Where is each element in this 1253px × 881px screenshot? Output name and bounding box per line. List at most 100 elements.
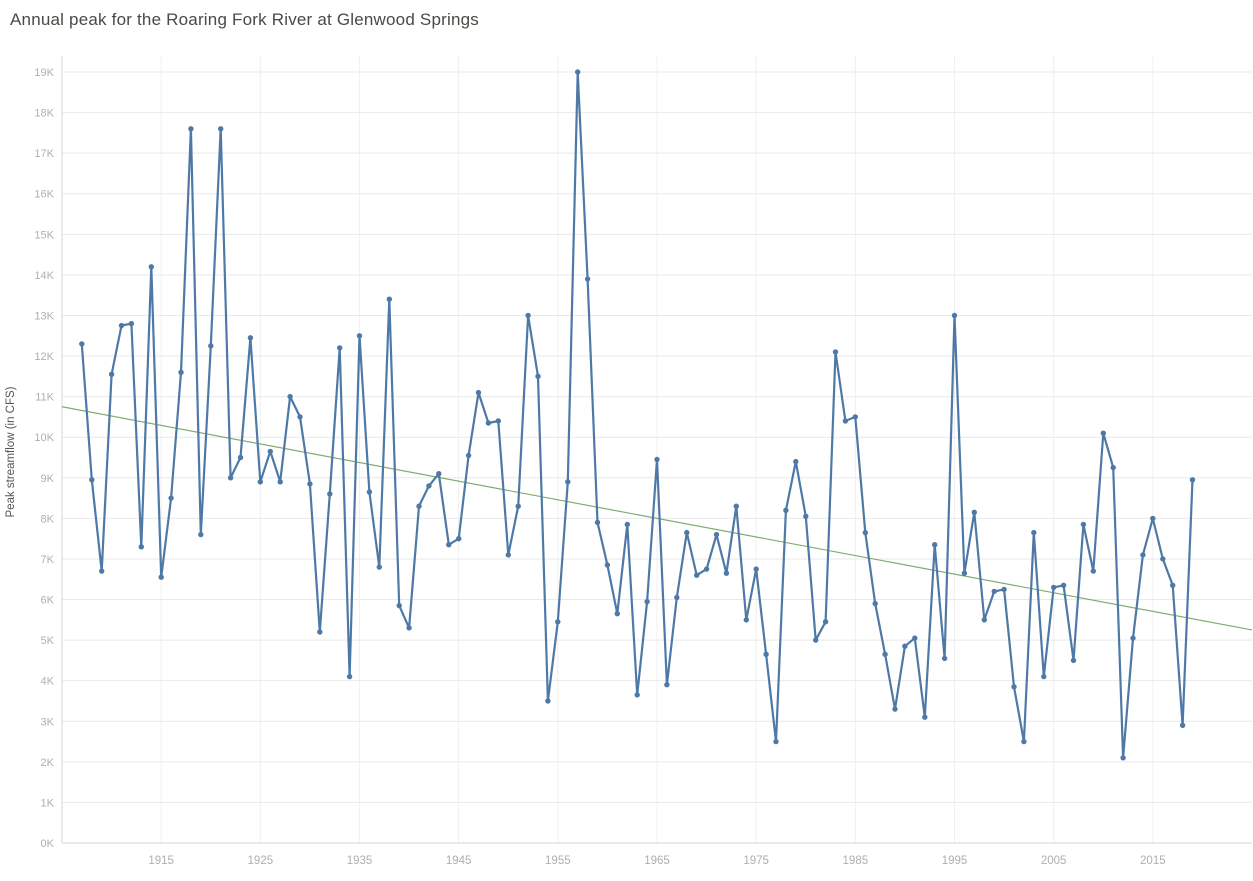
data-point[interactable] (575, 69, 581, 75)
data-point[interactable] (951, 312, 958, 319)
data-point[interactable] (1051, 584, 1057, 591)
data-point[interactable] (1110, 464, 1116, 471)
data-point[interactable] (1120, 755, 1126, 761)
data-point[interactable] (267, 448, 273, 455)
data-point[interactable] (525, 312, 531, 319)
data-point[interactable] (832, 349, 839, 355)
data-point[interactable] (684, 529, 690, 536)
data-point[interactable] (803, 513, 809, 519)
data-point[interactable] (188, 126, 194, 132)
data-point[interactable] (1021, 738, 1027, 745)
data-point[interactable] (485, 420, 492, 426)
data-point[interactable] (713, 531, 720, 538)
data-point[interactable] (703, 566, 710, 572)
data-point[interactable] (882, 651, 888, 657)
data-point[interactable] (346, 673, 353, 680)
data-point[interactable] (416, 503, 422, 509)
data-point[interactable] (505, 552, 511, 558)
data-point[interactable] (614, 611, 620, 617)
data-point[interactable] (376, 564, 382, 570)
data-point[interactable] (436, 471, 442, 477)
data-point[interactable] (515, 503, 521, 509)
data-point[interactable] (317, 629, 323, 635)
data-point[interactable] (664, 682, 670, 688)
data-point[interactable] (842, 418, 849, 424)
data-point[interactable] (1100, 430, 1107, 436)
data-point[interactable] (694, 572, 700, 578)
data-point[interactable] (723, 570, 730, 576)
data-point[interactable] (356, 333, 363, 339)
data-point[interactable] (1080, 521, 1087, 528)
data-point[interactable] (337, 345, 343, 351)
data-point[interactable] (555, 619, 561, 625)
data-point[interactable] (128, 320, 135, 327)
data-point[interactable] (386, 296, 392, 302)
data-point[interactable] (307, 481, 313, 487)
data-point[interactable] (168, 495, 174, 501)
data-point[interactable] (634, 692, 640, 698)
data-point[interactable] (218, 126, 224, 132)
data-point[interactable] (624, 521, 630, 528)
data-point[interactable] (237, 454, 244, 461)
data-point[interactable] (1179, 722, 1186, 728)
data-point[interactable] (822, 619, 829, 625)
data-point[interactable] (565, 479, 571, 485)
data-point[interactable] (277, 479, 283, 485)
data-point[interactable] (1189, 477, 1196, 483)
data-point[interactable] (1031, 529, 1037, 536)
data-point[interactable] (1140, 552, 1146, 558)
data-point[interactable] (198, 531, 204, 538)
data-point[interactable] (892, 706, 898, 712)
data-point[interactable] (1011, 684, 1017, 690)
data-point[interactable] (1070, 657, 1077, 664)
data-point[interactable] (1130, 635, 1136, 641)
data-point[interactable] (327, 491, 333, 497)
data-point[interactable] (396, 602, 402, 609)
data-point[interactable] (426, 483, 432, 489)
data-point[interactable] (862, 529, 868, 536)
data-point[interactable] (475, 389, 482, 396)
data-point[interactable] (158, 574, 164, 580)
data-point[interactable] (1150, 515, 1156, 522)
data-point[interactable] (1160, 556, 1166, 562)
data-point[interactable] (446, 542, 452, 548)
data-point[interactable] (545, 698, 551, 704)
data-point[interactable] (148, 264, 154, 270)
data-point[interactable] (991, 588, 997, 595)
data-point[interactable] (584, 276, 591, 282)
data-point[interactable] (247, 335, 254, 341)
data-point[interactable] (257, 479, 263, 485)
data-point[interactable] (178, 369, 184, 375)
data-point[interactable] (813, 637, 819, 643)
data-point[interactable] (793, 458, 799, 465)
data-point[interactable] (108, 371, 115, 377)
data-point[interactable] (495, 418, 501, 424)
data-point[interactable] (99, 568, 105, 574)
data-point[interactable] (922, 714, 928, 720)
data-point[interactable] (79, 341, 85, 347)
data-point[interactable] (872, 600, 878, 607)
data-point[interactable] (912, 635, 918, 641)
data-point[interactable] (465, 452, 472, 459)
data-point[interactable] (674, 594, 680, 601)
data-point[interactable] (1090, 568, 1097, 574)
data-point[interactable] (208, 343, 214, 349)
data-point[interactable] (743, 617, 749, 623)
data-point[interactable] (89, 477, 95, 483)
data-point[interactable] (981, 617, 987, 623)
data-point[interactable] (783, 507, 789, 513)
data-point[interactable] (1041, 673, 1047, 680)
data-point[interactable] (733, 503, 739, 509)
data-point[interactable] (366, 489, 373, 495)
data-point[interactable] (941, 655, 948, 662)
data-point[interactable] (852, 414, 858, 420)
data-point[interactable] (773, 738, 779, 745)
data-point[interactable] (753, 566, 759, 572)
data-point[interactable] (763, 651, 769, 657)
data-point[interactable] (1170, 582, 1176, 588)
data-point[interactable] (287, 393, 293, 400)
data-point[interactable] (932, 542, 938, 548)
data-point[interactable] (971, 509, 977, 515)
data-point[interactable] (118, 322, 125, 329)
